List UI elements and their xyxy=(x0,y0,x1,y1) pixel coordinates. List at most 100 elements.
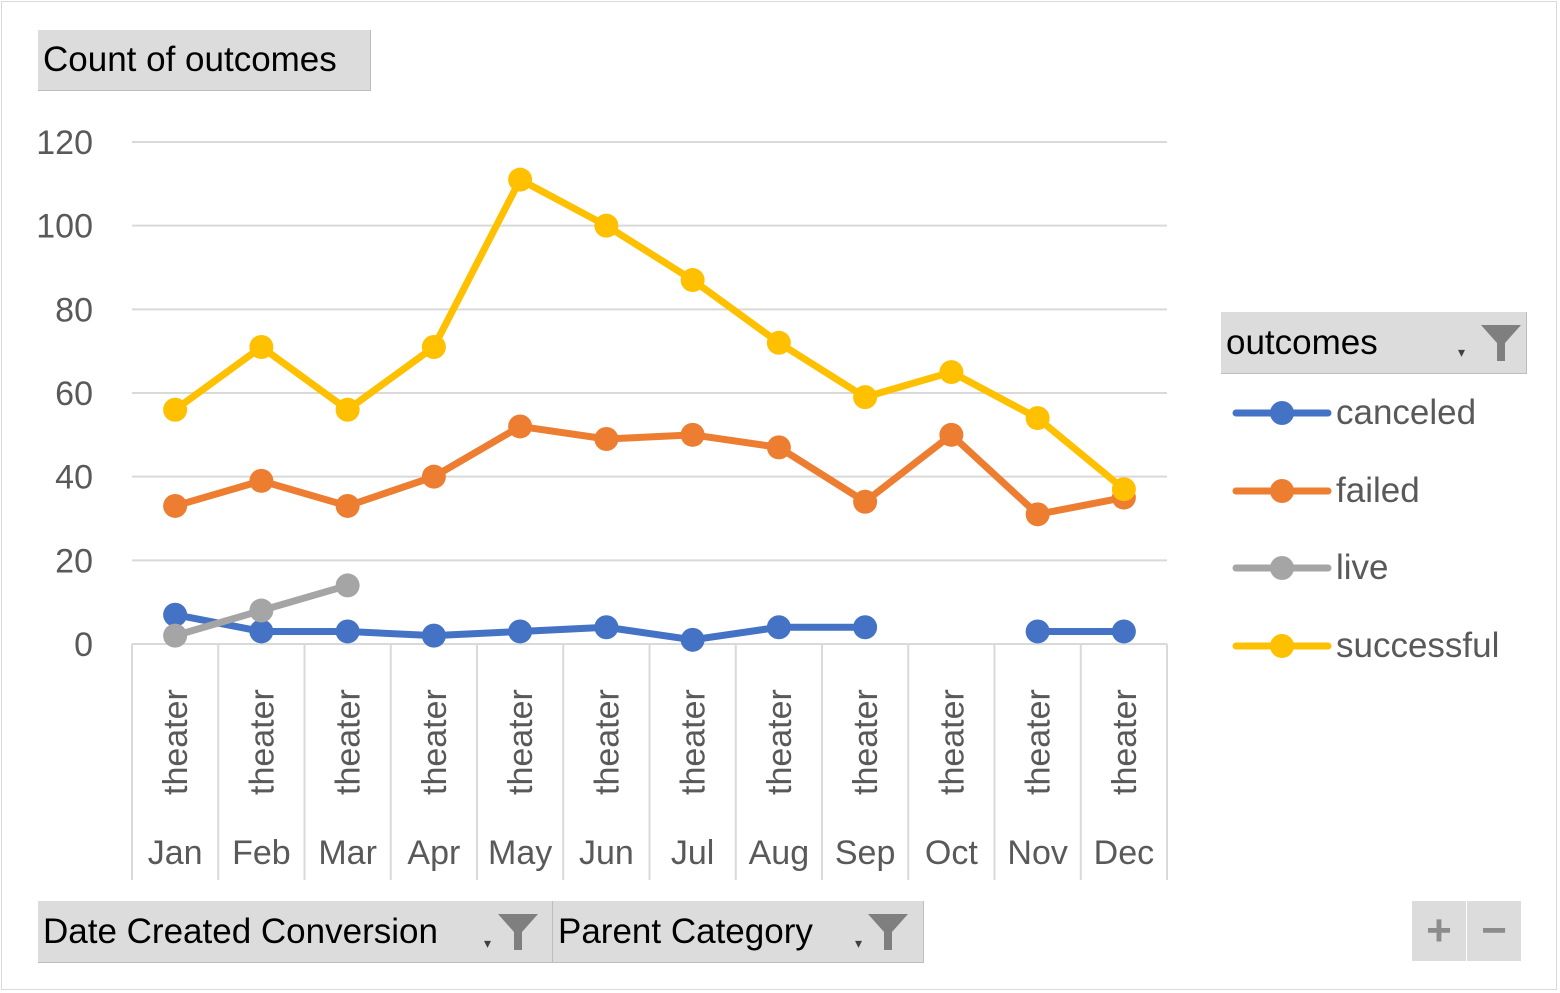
data-point-successful[interactable] xyxy=(1111,477,1136,502)
data-point-canceled[interactable] xyxy=(1111,619,1136,644)
data-point-failed[interactable] xyxy=(421,464,446,489)
x-inner-tick-label: theater xyxy=(502,689,540,795)
data-point-successful[interactable] xyxy=(766,330,791,355)
data-point-canceled[interactable] xyxy=(680,627,705,652)
data-point-successful[interactable] xyxy=(335,397,360,422)
legend-label: live xyxy=(1336,548,1389,587)
series-successful xyxy=(163,167,1136,502)
x-inner-tick-label: theater xyxy=(243,689,281,795)
x-inner-tick-label: theater xyxy=(1106,689,1144,795)
series-canceled xyxy=(163,602,1136,652)
x-inner-tick-label: theater xyxy=(416,689,454,795)
series-live xyxy=(163,573,360,648)
x-outer-tick-label: Jun xyxy=(579,834,634,872)
expand-field-button[interactable]: + xyxy=(1412,901,1466,961)
legend-swatch-icon xyxy=(1232,556,1332,580)
data-point-successful[interactable] xyxy=(421,334,446,359)
legend-label: successful xyxy=(1336,625,1500,665)
data-point-successful[interactable] xyxy=(853,385,878,410)
data-point-successful[interactable] xyxy=(939,360,964,385)
parent-category-field-label: Parent Category xyxy=(558,911,813,951)
legend-item-failed[interactable]: failed xyxy=(1232,469,1420,513)
data-point-failed[interactable] xyxy=(853,489,878,514)
values-field-button[interactable]: Count of outcomes xyxy=(38,30,371,91)
data-point-failed[interactable] xyxy=(680,422,705,447)
data-point-successful[interactable] xyxy=(508,167,533,192)
data-point-failed[interactable] xyxy=(335,493,360,518)
legend-item-successful[interactable]: successful xyxy=(1232,624,1499,668)
x-inner-tick-label: theater xyxy=(761,689,799,795)
y-tick-label: 60 xyxy=(55,375,93,413)
data-point-successful[interactable] xyxy=(249,334,274,359)
x-inner-tick-label: theater xyxy=(847,689,885,795)
data-point-canceled[interactable] xyxy=(766,615,791,640)
legend-title: outcomes xyxy=(1226,322,1378,362)
x-inner-tick-label: theater xyxy=(933,689,971,795)
dropdown-arrow-icon: ▾ xyxy=(1458,344,1466,360)
data-point-canceled[interactable] xyxy=(508,619,533,644)
data-point-canceled[interactable] xyxy=(249,619,274,644)
data-point-canceled[interactable] xyxy=(335,619,360,644)
y-tick-label: 100 xyxy=(36,208,93,246)
data-point-live[interactable] xyxy=(249,598,274,623)
y-tick-label: 20 xyxy=(55,542,93,580)
legend-swatch-icon xyxy=(1232,401,1332,425)
data-point-failed[interactable] xyxy=(163,493,188,518)
data-point-failed[interactable] xyxy=(939,422,964,447)
x-inner-tick-label: theater xyxy=(330,689,368,795)
y-tick-label: 120 xyxy=(36,124,93,162)
y-tick-label: 80 xyxy=(55,291,93,329)
data-point-successful[interactable] xyxy=(680,268,705,293)
legend-item-canceled[interactable]: canceled xyxy=(1232,391,1476,435)
data-point-failed[interactable] xyxy=(594,427,619,452)
data-point-live[interactable] xyxy=(335,573,360,598)
x-inner-tick-label: theater xyxy=(157,689,195,795)
legend-swatch-icon xyxy=(1232,633,1332,658)
x-outer-tick-label: Jan xyxy=(148,834,203,872)
data-point-canceled[interactable] xyxy=(853,615,878,640)
data-point-failed[interactable] xyxy=(1025,502,1050,527)
x-outer-tick-label: Feb xyxy=(232,834,291,872)
legend-label: failed xyxy=(1336,470,1420,510)
data-point-canceled[interactable] xyxy=(1025,619,1050,644)
filter-funnel-icon[interactable] xyxy=(866,910,910,954)
data-point-successful[interactable] xyxy=(163,397,188,422)
y-tick-label: 40 xyxy=(55,459,93,497)
x-outer-tick-label: Jul xyxy=(671,834,714,872)
date-created-field-label: Date Created Conversion xyxy=(43,911,438,951)
legend-swatch-icon xyxy=(1232,478,1332,503)
data-point-failed[interactable] xyxy=(766,435,791,460)
data-point-live[interactable] xyxy=(163,623,188,648)
legend-item-live[interactable]: live xyxy=(1232,546,1389,590)
data-point-canceled[interactable] xyxy=(594,615,619,640)
filter-funnel-icon[interactable] xyxy=(496,910,540,954)
data-point-successful[interactable] xyxy=(594,213,619,238)
x-outer-tick-label: Aug xyxy=(749,834,810,872)
series-line-failed xyxy=(171,422,1128,518)
series-failed xyxy=(163,414,1136,527)
parent-category-field-button[interactable]: Parent Category ▾ xyxy=(553,901,924,963)
x-outer-tick-label: May xyxy=(488,834,552,872)
x-inner-tick-label: theater xyxy=(588,689,626,795)
x-outer-tick-label: Apr xyxy=(407,834,460,872)
data-point-successful[interactable] xyxy=(1025,406,1050,431)
date-created-field-button[interactable]: Date Created Conversion ▾ xyxy=(38,901,553,963)
data-point-failed[interactable] xyxy=(249,468,274,493)
y-tick-label: 0 xyxy=(74,626,93,664)
collapse-field-button[interactable]: − xyxy=(1467,901,1521,961)
data-point-failed[interactable] xyxy=(508,414,533,439)
series-line-successful xyxy=(171,176,1128,493)
legend-label: canceled xyxy=(1336,393,1477,432)
dropdown-arrow-icon: ▾ xyxy=(484,935,492,951)
data-point-canceled[interactable] xyxy=(163,602,188,627)
x-inner-tick-label: theater xyxy=(1020,689,1058,795)
data-point-canceled[interactable] xyxy=(421,623,446,648)
x-outer-tick-label: Nov xyxy=(1007,834,1067,872)
x-outer-tick-label: Dec xyxy=(1094,834,1154,872)
legend-field-button[interactable]: outcomes ▾ xyxy=(1221,312,1527,374)
x-outer-tick-label: Sep xyxy=(835,834,896,872)
filter-funnel-icon[interactable] xyxy=(1479,321,1523,365)
x-outer-tick-label: Mar xyxy=(318,834,377,872)
